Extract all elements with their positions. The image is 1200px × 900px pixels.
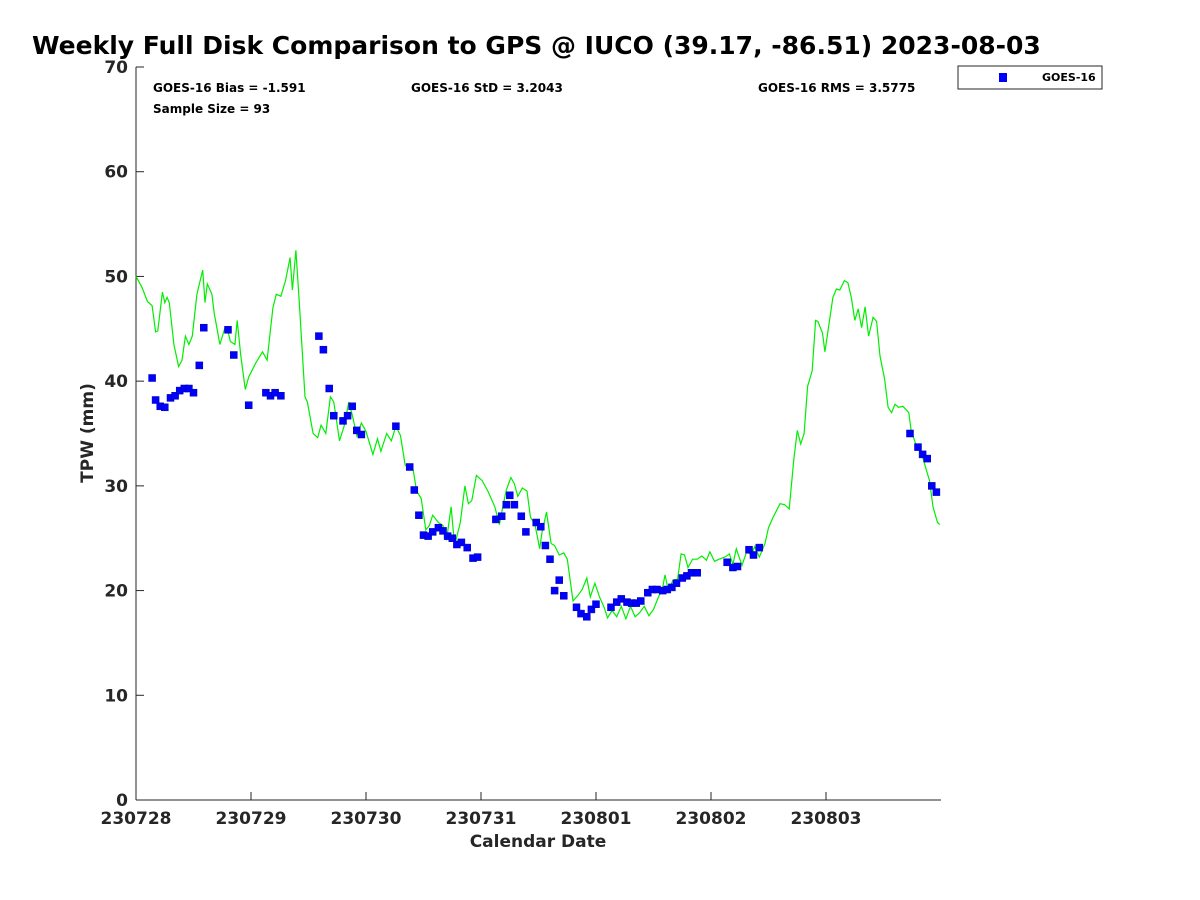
- goes16-point: [906, 429, 914, 438]
- goes16-point: [348, 402, 356, 411]
- goes16-point: [560, 592, 568, 600]
- stat-rms: GOES-16 RMS = 3.5775: [758, 81, 915, 95]
- goes16-point: [230, 351, 238, 359]
- goes16-point: [428, 528, 437, 536]
- goes16-point: [148, 374, 156, 382]
- goes16-point: [672, 579, 681, 587]
- goes16-point: [410, 486, 419, 494]
- goes16-point: [607, 603, 615, 612]
- goes16-point: [555, 576, 563, 584]
- goes16-point: [733, 562, 742, 571]
- goes16-point: [723, 558, 731, 567]
- legend-label: GOES-16: [1042, 71, 1096, 84]
- x-tick-label: 230802: [676, 809, 747, 829]
- y-tick-label: 20: [104, 582, 128, 602]
- goes16-point: [353, 426, 361, 435]
- goes16-point: [745, 545, 753, 554]
- goes16-point: [171, 392, 179, 400]
- y-tick-label: 0: [116, 791, 128, 811]
- goes16-point: [546, 555, 554, 563]
- goes16-point: [918, 450, 927, 459]
- x-tick-label: 230801: [561, 809, 632, 829]
- x-tick-label: 230803: [791, 809, 862, 829]
- goes16-point: [572, 603, 581, 612]
- goes16-point: [532, 518, 540, 527]
- gps-tpw-line: [135, 250, 941, 621]
- goes16-point: [405, 463, 414, 471]
- goes16-point: [510, 500, 519, 509]
- x-tick-label: 230731: [446, 809, 517, 829]
- y-tick-label: 50: [104, 267, 128, 287]
- goes16-point: [319, 345, 328, 354]
- goes16-point: [463, 543, 471, 552]
- goes16-point: [195, 361, 204, 370]
- goes16-point: [587, 605, 596, 614]
- stat-bias: GOES-16 Bias = -1.591: [153, 81, 306, 95]
- goes16-point: [161, 403, 169, 412]
- goes16-point: [330, 411, 338, 420]
- legend: GOES-16: [957, 65, 1103, 90]
- goes16-point: [343, 411, 352, 420]
- goes16-point: [928, 482, 936, 490]
- y-ticks: 0 10 20 30 40 50 60 70: [104, 58, 144, 811]
- goes16-point: [339, 417, 347, 425]
- y-tick-label: 60: [104, 163, 128, 183]
- goes16-point: [189, 388, 198, 397]
- goes16-point: [277, 392, 285, 400]
- y-tick-label: 40: [104, 372, 128, 392]
- stat-sample-size: Sample Size = 93: [153, 102, 270, 116]
- chart-title: Weekly Full Disk Comparison to GPS @ IUC…: [32, 31, 1041, 60]
- goes16-point: [923, 454, 931, 463]
- goes16-point: [497, 512, 506, 520]
- goes16-point: [914, 443, 922, 451]
- goes16-point: [537, 522, 545, 531]
- goes16-point: [755, 543, 764, 552]
- x-tick-label: 230729: [216, 809, 287, 829]
- goes16-point: [932, 488, 941, 496]
- goes16-point: [224, 326, 232, 334]
- x-tick-label: 230728: [101, 809, 172, 829]
- goes16-point: [357, 430, 366, 439]
- goes16-point: [457, 538, 466, 547]
- goes16-point: [151, 396, 160, 404]
- goes16-point: [693, 569, 701, 577]
- y-tick-label: 70: [104, 58, 128, 78]
- goes16-point: [637, 597, 645, 605]
- goes16-point: [502, 500, 511, 509]
- goes16-point: [583, 613, 591, 621]
- goes16-point: [244, 401, 253, 409]
- goes16-point: [522, 528, 530, 536]
- y-tick-label: 10: [104, 686, 128, 706]
- goes16-point: [550, 586, 559, 595]
- goes16-point: [517, 512, 526, 520]
- goes16-point: [668, 583, 676, 592]
- goes16-point: [325, 384, 333, 393]
- x-ticks: 230728 230729 230730 230731 230801 230802 2308…: [101, 792, 862, 829]
- goes16-point: [185, 384, 193, 393]
- plot-area: [135, 250, 941, 621]
- goes16-point: [473, 553, 482, 561]
- goes16-point: [506, 491, 514, 500]
- goes16-point: [315, 332, 323, 340]
- goes16-point: [448, 534, 457, 542]
- goes16-point: [200, 323, 208, 332]
- goes16-point: [415, 511, 423, 519]
- y-axis-label: TPW (mm): [78, 383, 98, 483]
- y-tick-label: 30: [104, 477, 128, 497]
- goes16-point: [392, 422, 400, 430]
- x-tick-label: 230730: [331, 809, 402, 829]
- x-axis-label: Calendar Date: [470, 832, 607, 852]
- goes16-point: [749, 551, 758, 559]
- legend-marker: [999, 73, 1007, 82]
- goes16-point: [541, 541, 550, 550]
- goes16-point: [592, 600, 600, 608]
- stat-std: GOES-16 StD = 3.2043: [411, 81, 563, 95]
- goes16-point: [439, 527, 447, 535]
- goes16-point: [424, 532, 432, 540]
- legend-box: [957, 65, 1103, 90]
